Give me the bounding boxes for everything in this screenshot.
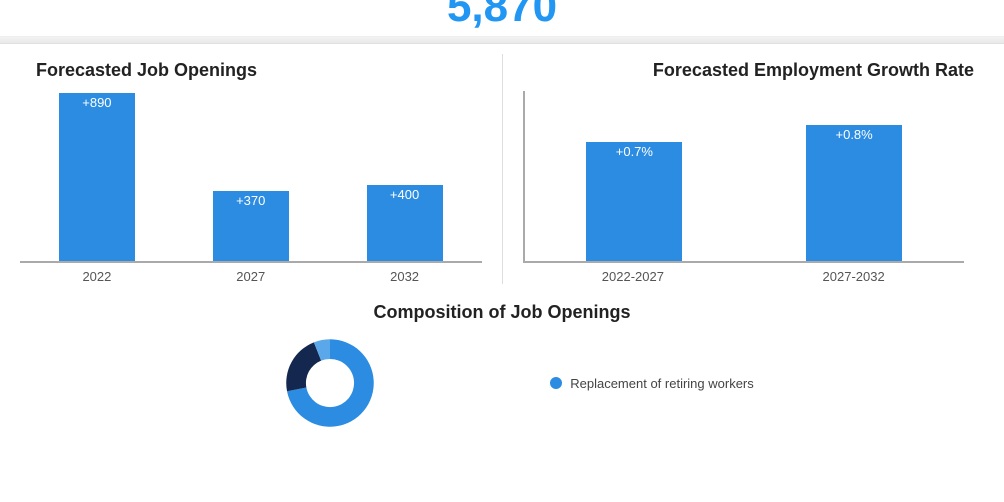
openings-x-labels: 2022 2027 2032: [20, 269, 482, 284]
bar-value-label: +400: [390, 187, 419, 202]
growth-bar-chart: +0.7% +0.8%: [523, 91, 965, 263]
composition-title: Composition of Job Openings: [0, 302, 1004, 323]
composition-section: Composition of Job Openings Replacement …: [0, 302, 1004, 433]
x-axis-label: 2027-2032: [823, 269, 885, 284]
openings-bar-chart: +890 +370 +400: [20, 91, 482, 263]
openings-panel: Forecasted Job Openings +890 +370 +400 202…: [20, 54, 503, 284]
donut-slice: [286, 342, 321, 391]
legend-label: Replacement of retiring workers: [570, 376, 754, 391]
openings-title: Forecasted Job Openings: [36, 60, 492, 81]
x-axis-label: 2022: [82, 269, 111, 284]
composition-legend: Replacement of retiring workers: [550, 372, 754, 395]
legend-item: Replacement of retiring workers: [550, 376, 754, 391]
bar: +0.8%: [804, 125, 904, 261]
x-axis-label: 2027: [236, 269, 265, 284]
growth-panel: Forecasted Employment Growth Rate +0.7%+…: [503, 54, 985, 284]
bar-value-label: +0.7%: [616, 144, 653, 159]
headline-number: 5,870: [0, 0, 1004, 32]
section-divider: [0, 36, 1004, 44]
growth-x-labels: 2022-2027 2027-2032: [523, 269, 965, 284]
bar-value-label: +0.8%: [836, 127, 873, 142]
bar: +400: [355, 185, 455, 261]
bar: +0.7%: [584, 142, 684, 261]
bar-value-label: +890: [82, 95, 111, 110]
x-axis-label: 2022-2027: [602, 269, 664, 284]
x-axis-label: 2032: [390, 269, 419, 284]
bar-value-label: +370: [236, 193, 265, 208]
composition-donut-chart: [250, 333, 410, 433]
legend-swatch: [550, 377, 562, 389]
bar: +890: [47, 93, 147, 261]
charts-row: Forecasted Job Openings +890 +370 +400 202…: [0, 44, 1004, 284]
growth-title: Forecasted Employment Growth Rate: [519, 60, 975, 81]
bar: +370: [201, 191, 301, 261]
